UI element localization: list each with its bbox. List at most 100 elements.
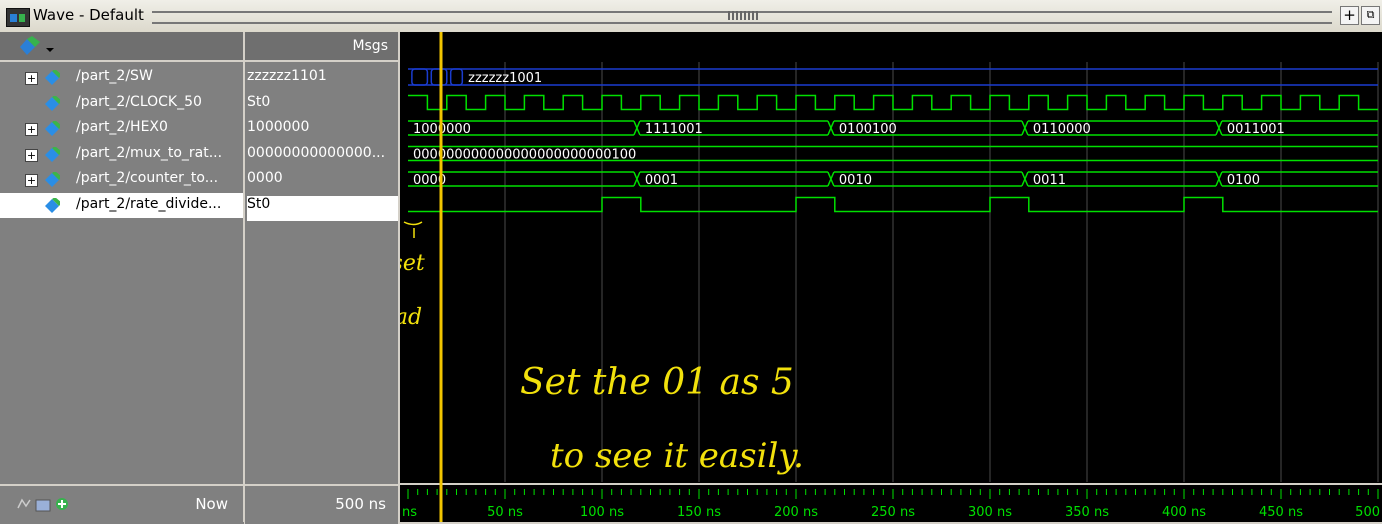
sw-value-label: zzzzzz1001 — [468, 71, 542, 86]
timeline-label: 150 ns — [677, 505, 721, 520]
counter-transition — [1215, 171, 1223, 187]
signal-names-panel: + /part_2/SW/part_2/CLOCK_50 + /part_2/HEX0… — [0, 32, 244, 524]
timeline-label: 250 ns — [871, 505, 915, 520]
signal-name: /part_2/counter_to... — [76, 170, 219, 186]
timeline-label: ns — [402, 505, 417, 520]
signal-icon — [45, 172, 60, 187]
waveform-panel[interactable]: zzzzzz1001100000011110010100100011000000… — [400, 32, 1382, 522]
timeline-label: 350 ns — [1065, 505, 1109, 520]
signal-name: /part_2/SW — [76, 68, 153, 84]
values-footer: 500 ns — [245, 484, 398, 524]
sw-transition — [449, 68, 464, 86]
drag-grip-icon[interactable] — [728, 11, 758, 20]
names-header — [0, 32, 244, 62]
signal-row[interactable]: + /part_2/counter_to... — [0, 167, 244, 192]
hex0-segment — [408, 120, 634, 136]
counter-value: 0010 — [839, 173, 872, 188]
hex0-transition — [827, 120, 835, 136]
hex0-transition — [1215, 120, 1223, 136]
signal-name: /part_2/mux_to_rat... — [76, 144, 223, 161]
rate-divider-wave — [408, 196, 1378, 213]
timeline-label: 100 ns — [580, 505, 624, 520]
hex0-segment — [1027, 120, 1216, 136]
signal-value: 00000000000000... — [247, 144, 386, 161]
undock-icon[interactable]: ⧉ — [1361, 6, 1380, 25]
hex0-value: 0110000 — [1033, 122, 1091, 137]
expand-icon[interactable]: + — [25, 174, 38, 187]
title-bar: Wave - Default + ⧉ — [0, 0, 1382, 33]
mux-value: 000000000000000000000000100 — [413, 148, 636, 163]
signal-icon — [45, 146, 60, 162]
timeline-label: 300 ns — [968, 505, 1012, 520]
names-footer: Now — [0, 484, 244, 524]
timeline-label: 500 — [1355, 505, 1380, 520]
signal-value: zzzzzz1101 — [247, 68, 327, 84]
signal-name: /part_2/CLOCK_50 — [76, 93, 202, 110]
signal-row[interactable]: + /part_2/HEX0 — [0, 116, 244, 141]
signal-value: 0000 — [247, 170, 283, 186]
hex0-segment — [639, 120, 828, 136]
add-icon[interactable]: + — [1340, 6, 1359, 25]
wave-window-icon — [6, 8, 30, 27]
hex0-value: 0011001 — [1227, 122, 1285, 137]
counter-transition — [827, 171, 835, 187]
counter-value: 0100 — [1227, 173, 1260, 188]
annotation-load: & load — [400, 305, 422, 330]
counter-transition — [633, 171, 641, 187]
signal-row[interactable]: + /part_2/mux_to_rat... — [0, 142, 244, 167]
signal-value: St0 — [247, 93, 271, 110]
sw-transition — [411, 68, 429, 86]
timeline-label: 450 ns — [1259, 505, 1303, 520]
signal-row[interactable]: /part_2/CLOCK_50 — [0, 91, 244, 116]
signal-icon — [45, 70, 60, 85]
expand-icon[interactable]: + — [25, 72, 38, 85]
waveform-canvas[interactable]: zzzzzz1001100000011110010100100011000000… — [400, 32, 1382, 522]
signal-value: 1000000 — [247, 119, 310, 135]
sw-transition — [430, 68, 448, 86]
panel-divider[interactable] — [398, 32, 400, 522]
cursor-tools-icon[interactable] — [16, 494, 72, 514]
annotation-reset: reset — [400, 251, 425, 276]
hex0-transition — [633, 120, 641, 136]
now-label: Now — [195, 495, 228, 513]
window-title: Wave - Default — [33, 6, 144, 24]
signal-icon — [45, 121, 60, 136]
expand-icon[interactable]: + — [25, 123, 38, 136]
counter-segment — [639, 171, 828, 187]
signal-icon — [45, 95, 60, 111]
timeline-label: 400 ns — [1162, 505, 1206, 520]
hex0-segment — [833, 120, 1022, 136]
hex0-value: 1111001 — [645, 122, 703, 137]
values-header: Msgs — [245, 32, 398, 62]
clock-wave — [408, 94, 1378, 111]
counter-segment — [408, 171, 634, 187]
hex0-transition — [1021, 120, 1029, 136]
hex0-value: 0100100 — [839, 122, 897, 137]
hex0-segment — [1221, 120, 1378, 136]
counter-segment — [833, 171, 1022, 187]
signal-values-panel: Msgs zzzzzz1101 St0 1000000 00000000000000.… — [245, 32, 398, 524]
counter-value: 0011 — [1033, 173, 1066, 188]
mux-segment — [408, 145, 1378, 162]
annotation-line1: Set the 01 as 5 — [520, 362, 794, 403]
signal-value: St0 — [247, 195, 398, 221]
counter-value: 0000 — [413, 173, 446, 188]
counter-value: 0001 — [645, 173, 678, 188]
annotation-brace — [403, 221, 423, 238]
wave-toolbar-icon[interactable] — [16, 36, 60, 58]
annotation-line2: to see it easily. — [550, 436, 804, 476]
msgs-label: Msgs — [352, 38, 388, 54]
timeline-label: 50 ns — [487, 505, 523, 520]
signal-icon — [45, 197, 60, 213]
panel-divider[interactable] — [243, 32, 245, 522]
expand-icon[interactable]: + — [25, 148, 38, 162]
counter-segment — [1027, 171, 1216, 187]
now-value: 500 ns — [335, 495, 386, 513]
signal-name: /part_2/HEX0 — [76, 119, 168, 135]
counter-transition — [1021, 171, 1029, 187]
timeline-label: 200 ns — [774, 505, 818, 520]
signal-row[interactable]: /part_2/rate_divide... — [0, 192, 244, 218]
signal-row[interactable]: + /part_2/SW — [0, 65, 244, 90]
counter-segment — [1221, 171, 1378, 187]
signal-name: /part_2/rate_divide... — [76, 195, 222, 212]
